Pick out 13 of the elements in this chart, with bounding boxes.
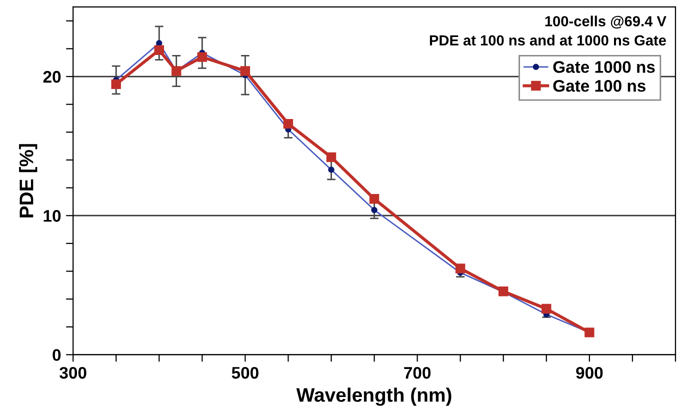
legend-label: Gate 100 ns — [553, 80, 646, 92]
x-tick-label: 900 — [576, 366, 603, 379]
y-tick-label: 10 — [44, 210, 61, 222]
y-axis-title: PDE [%] — [19, 144, 38, 218]
y-tick-label: 20 — [43, 70, 61, 83]
x-tick-label: 300 — [60, 366, 86, 379]
annotation: PDE at 100 ns and at 1000 ns Gate — [430, 34, 666, 46]
x-tick-label: 500 — [232, 366, 258, 379]
legend-label: Gate 1000 ns — [553, 61, 655, 73]
x-axis-title: Wavelength (nm) — [296, 388, 452, 406]
y-tick-label: 0 — [52, 349, 61, 361]
annotation: 100-cells @69.4 V — [545, 16, 666, 29]
x-tick-label: 700 — [404, 366, 431, 379]
